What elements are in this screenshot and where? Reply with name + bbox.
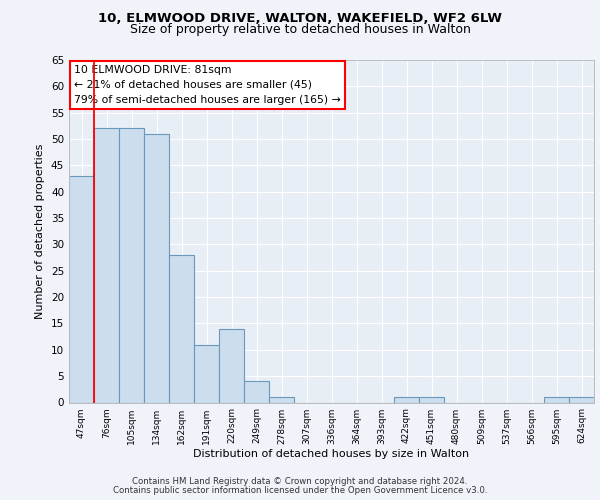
Text: 10, ELMWOOD DRIVE, WALTON, WAKEFIELD, WF2 6LW: 10, ELMWOOD DRIVE, WALTON, WAKEFIELD, WF… xyxy=(98,12,502,26)
Bar xyxy=(419,397,444,402)
Bar xyxy=(269,397,294,402)
Bar xyxy=(69,176,94,402)
X-axis label: Distribution of detached houses by size in Walton: Distribution of detached houses by size … xyxy=(193,450,470,460)
Text: Contains HM Land Registry data © Crown copyright and database right 2024.: Contains HM Land Registry data © Crown c… xyxy=(132,477,468,486)
Bar xyxy=(544,397,569,402)
Text: Contains public sector information licensed under the Open Government Licence v3: Contains public sector information licen… xyxy=(113,486,487,495)
Bar xyxy=(169,255,194,402)
Bar xyxy=(144,134,169,402)
Text: Size of property relative to detached houses in Walton: Size of property relative to detached ho… xyxy=(130,22,470,36)
Bar xyxy=(394,397,419,402)
Bar xyxy=(194,344,219,403)
Bar xyxy=(244,382,269,402)
Text: 10 ELMWOOD DRIVE: 81sqm
← 21% of detached houses are smaller (45)
79% of semi-de: 10 ELMWOOD DRIVE: 81sqm ← 21% of detache… xyxy=(74,65,341,104)
Bar xyxy=(119,128,144,402)
Bar xyxy=(219,328,244,402)
Bar xyxy=(569,397,594,402)
Y-axis label: Number of detached properties: Number of detached properties xyxy=(35,144,46,319)
Bar xyxy=(94,128,119,402)
